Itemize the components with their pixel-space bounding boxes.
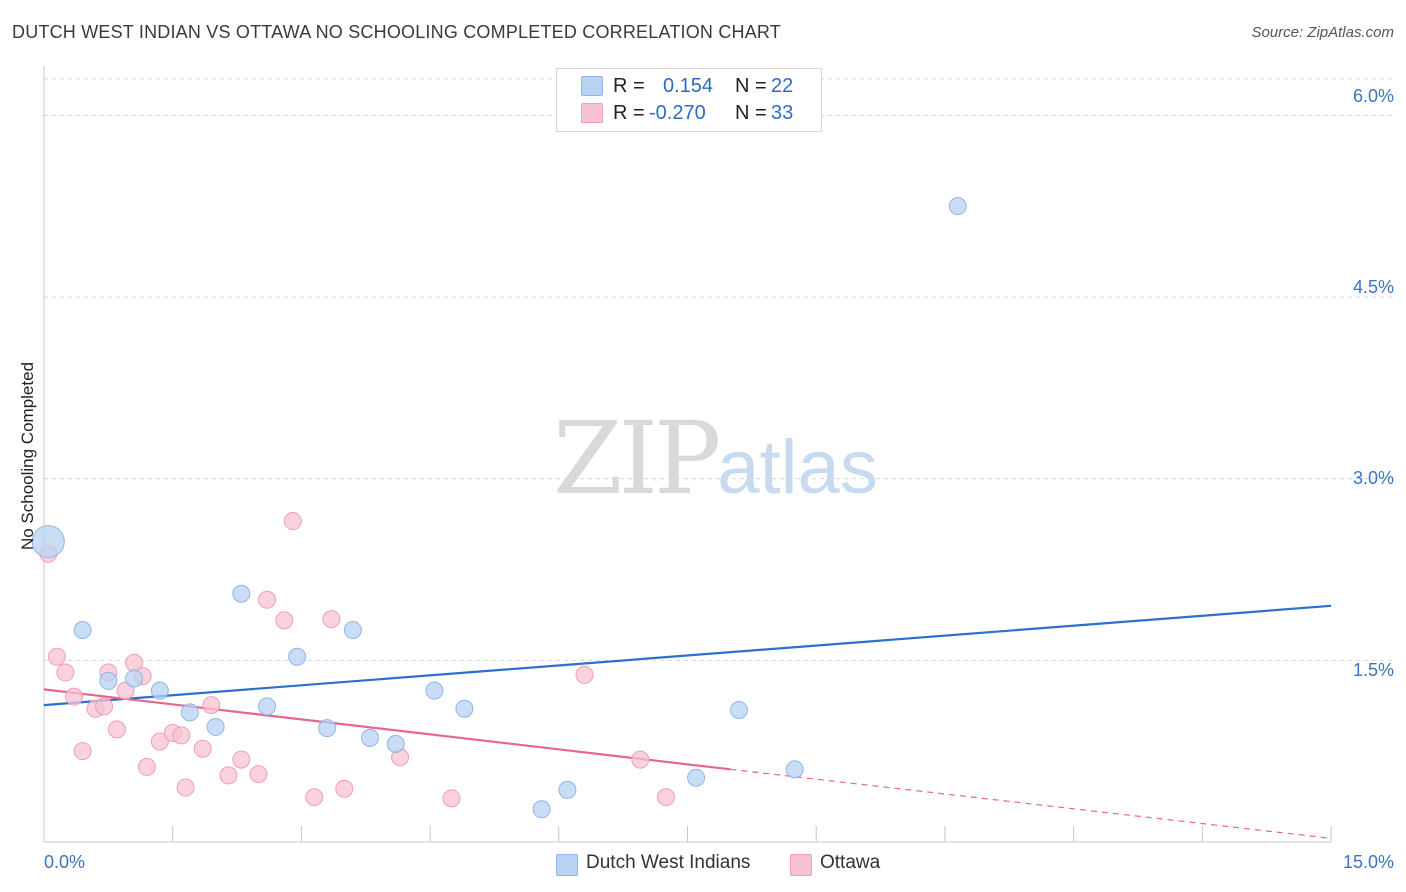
dutch-point — [258, 697, 277, 716]
r-value: 0.154 — [663, 75, 714, 97]
n-label: N = — [735, 102, 767, 124]
ottawa-point — [176, 778, 195, 797]
dutch-point — [729, 700, 748, 719]
dutch-point — [232, 584, 251, 603]
x-tick-label-min: 0.0% — [44, 852, 86, 872]
grid-lines — [44, 78, 1395, 661]
r-value: -0.270 — [649, 102, 706, 124]
ottawa-point — [631, 750, 650, 769]
ottawa-legend-swatch — [790, 854, 812, 876]
source-label: Source: ZipAtlas.com — [1251, 24, 1394, 41]
ottawa-point — [283, 512, 302, 531]
n-value: 22 — [771, 75, 794, 97]
dutch-point — [343, 621, 362, 640]
dutch-legend-label: Dutch West Indians — [586, 852, 751, 873]
dutch-point — [425, 681, 444, 700]
watermark-atlas: atlas — [717, 425, 878, 510]
y-tick-label-6-0: 6.0% — [1352, 86, 1394, 106]
n-label: N = — [735, 75, 767, 97]
trend-lines — [43, 604, 1332, 839]
ottawa-swatch — [581, 103, 603, 123]
ottawa-point — [56, 663, 75, 682]
ottawa-point — [335, 779, 354, 798]
ottawa-point — [172, 726, 191, 745]
ottawa-point — [232, 750, 251, 769]
ottawa-point — [219, 766, 238, 785]
dutch-point — [180, 703, 199, 722]
n-value: 33 — [771, 102, 794, 124]
ottawa-point — [107, 720, 126, 739]
dutch-point — [532, 800, 551, 819]
dutch-point — [99, 671, 118, 690]
y-tick-label-3-0: 3.0% — [1352, 468, 1394, 488]
y-tick-label-4-5: 4.5% — [1352, 277, 1394, 297]
dutch-point — [73, 621, 92, 640]
ottawa-point — [442, 789, 461, 808]
ottawa-legend-label: Ottawa — [820, 852, 881, 873]
ottawa-point — [150, 732, 169, 751]
dutch-point — [785, 760, 804, 779]
ottawa-point — [657, 788, 676, 807]
dutch-point — [948, 197, 967, 216]
dutch-point — [318, 719, 337, 738]
ottawa-point — [258, 590, 277, 609]
dutch-point — [361, 728, 380, 747]
dutch-point — [125, 669, 144, 688]
ottawa-point — [65, 687, 84, 706]
dutch-trend-line — [43, 604, 1332, 707]
dutch-point — [206, 717, 225, 736]
dutch-point — [455, 699, 474, 718]
ottawa-point — [275, 611, 294, 630]
dutch-point — [386, 734, 405, 753]
ottawa-point — [137, 757, 156, 776]
dutch-point — [558, 780, 577, 799]
ottawa-point — [575, 665, 594, 684]
ottawa-trend-extension — [730, 768, 1332, 839]
r-label: R = — [613, 102, 645, 124]
ottawa-point — [305, 788, 324, 807]
correlation-legend: R = 0.154 N = 22 R = -0.270 N = 33 — [556, 68, 822, 132]
axes — [43, 66, 1332, 843]
dutch-point — [150, 681, 169, 700]
chart-title: DUTCH WEST INDIAN VS OTTAWA NO SCHOOLING… — [12, 22, 782, 42]
watermark-zip: ZIP — [553, 400, 721, 517]
ottawa-point — [193, 739, 212, 758]
ottawa-point — [73, 742, 92, 761]
ottawa-point — [322, 610, 341, 629]
ottawa-point — [249, 765, 268, 784]
ottawa-trend-line — [43, 688, 731, 771]
dutch-point — [687, 768, 706, 787]
ottawa-point — [47, 647, 66, 666]
y-axis-label: No Schooling Completed — [18, 361, 37, 551]
x-tick-label-max: 15.0% — [1342, 852, 1394, 872]
dutch-point — [31, 525, 65, 559]
data-points — [31, 197, 967, 819]
ottawa-point — [95, 697, 114, 716]
dutch-legend-swatch — [556, 854, 578, 876]
y-tick-label-1-5: 1.5% — [1352, 660, 1394, 680]
dutch-point — [288, 647, 307, 666]
r-label: R = — [613, 75, 645, 97]
dutch-swatch — [581, 76, 603, 96]
ottawa-point — [202, 696, 221, 715]
watermark: ZIPatlas — [553, 400, 878, 517]
